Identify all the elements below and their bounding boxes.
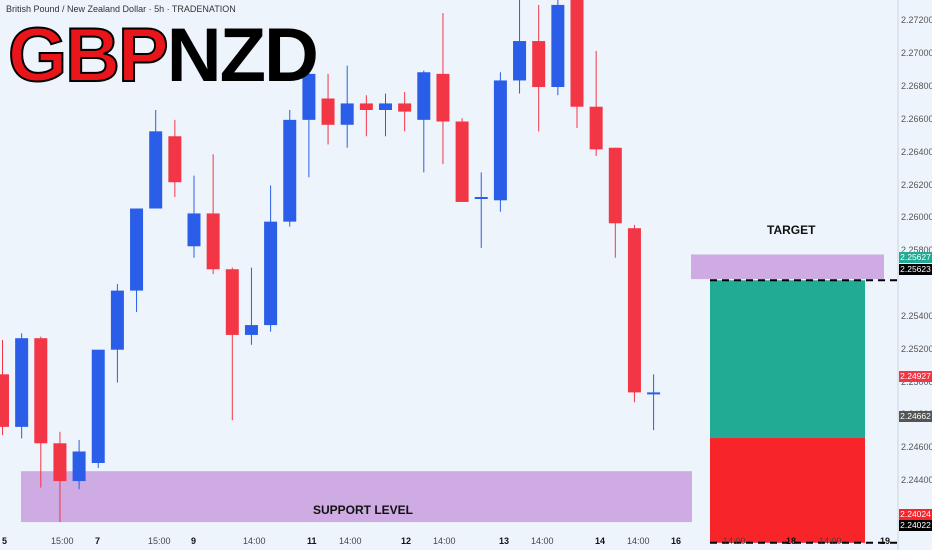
price-badge-entry: 2.24662 bbox=[899, 411, 932, 422]
time-tick-label: 14:00 bbox=[531, 536, 554, 546]
price-badge-target: 2.25627 bbox=[899, 252, 932, 263]
price-tick-label: 2.24600 bbox=[901, 442, 932, 453]
candle-body bbox=[551, 4, 565, 88]
candle-body bbox=[493, 80, 507, 201]
candle-body bbox=[130, 208, 144, 291]
time-tick-label: 14 bbox=[595, 536, 606, 546]
time-tick-label: 7 bbox=[95, 536, 101, 546]
candle-body bbox=[474, 197, 488, 200]
candle-body bbox=[53, 443, 67, 482]
time-tick-label: 19 bbox=[880, 536, 891, 546]
time-tick-label: 14:00 bbox=[243, 536, 266, 546]
price-tick-label: 2.26600 bbox=[901, 113, 932, 124]
time-tick-label: 13 bbox=[499, 536, 510, 546]
chart-symbol-title: British Pound / New Zealand Dollar · 5h … bbox=[6, 4, 236, 14]
candle-body bbox=[302, 73, 316, 120]
price-tick-label: 2.24400 bbox=[901, 475, 932, 486]
candle-body bbox=[321, 98, 335, 125]
candle-body bbox=[15, 338, 29, 427]
price-tick-label: 2.25400 bbox=[901, 310, 932, 321]
candle-body bbox=[513, 41, 527, 81]
price-tick-label: 2.27200 bbox=[901, 15, 932, 26]
candle-body bbox=[398, 103, 412, 112]
time-tick-label: 11 bbox=[307, 536, 317, 546]
candle-body bbox=[359, 103, 373, 110]
price-tick-label: 2.27000 bbox=[901, 48, 932, 59]
price-badge-stop-alt: 2.24022 bbox=[899, 520, 932, 531]
candle-body bbox=[225, 269, 239, 335]
candle-body bbox=[187, 213, 201, 247]
candle-body bbox=[206, 213, 220, 270]
time-tick-label: 16 bbox=[671, 536, 682, 546]
support-level-label: SUPPORT LEVEL bbox=[313, 503, 414, 517]
price-badge-take-profit: 2.25623 bbox=[899, 264, 932, 275]
candle-body bbox=[608, 147, 622, 224]
pair-logo: GBPNZD bbox=[7, 13, 319, 98]
price-tick-label: 2.26200 bbox=[901, 179, 932, 190]
time-tick-label: 14:00 bbox=[723, 536, 746, 546]
time-tick-label: 14:00 bbox=[339, 536, 362, 546]
price-badge-stop: 2.24024 bbox=[899, 509, 932, 520]
price-tick-label: 2.26800 bbox=[901, 81, 932, 91]
candle-body bbox=[149, 131, 163, 209]
target-label: TARGET bbox=[767, 223, 816, 237]
time-tick-label: 15:00 bbox=[51, 536, 74, 546]
time-tick-label: 14:00 bbox=[627, 536, 650, 546]
candle-body bbox=[570, 0, 584, 107]
candle-body bbox=[417, 72, 431, 120]
time-tick-label: 14:00 bbox=[819, 536, 842, 546]
time-tick-label: 14:00 bbox=[433, 536, 456, 546]
support-zone bbox=[21, 471, 692, 523]
candle-body bbox=[379, 103, 392, 110]
candle-body bbox=[0, 374, 9, 427]
price-tick-label: 2.25800 bbox=[901, 245, 932, 256]
target-zone bbox=[691, 254, 884, 280]
candle-body bbox=[436, 73, 450, 122]
price-tick-label: 2.26000 bbox=[901, 212, 932, 223]
candle-body bbox=[110, 290, 124, 350]
candle-body bbox=[283, 119, 297, 222]
candle-body bbox=[627, 228, 641, 393]
candle-body bbox=[532, 41, 546, 88]
stop-loss-zone bbox=[710, 438, 865, 543]
time-tick-label: 5 bbox=[2, 536, 8, 546]
candle-body bbox=[244, 325, 258, 335]
logo-quote-currency: NZD bbox=[166, 13, 319, 98]
take-profit-zone bbox=[710, 280, 865, 439]
time-tick-label: 12 bbox=[401, 536, 412, 546]
candle-body bbox=[72, 451, 86, 482]
candle-body bbox=[455, 121, 469, 202]
price-tick-label: 2.26400 bbox=[901, 146, 932, 157]
candle-body bbox=[34, 338, 48, 444]
logo-base-currency: GBP bbox=[7, 13, 170, 98]
price-badge-last: 2.24927 bbox=[899, 371, 932, 382]
candle-body bbox=[264, 221, 278, 326]
candle-body bbox=[589, 106, 603, 150]
time-tick-label: 9 bbox=[191, 536, 197, 546]
price-tick-label: 2.25200 bbox=[901, 343, 932, 354]
candle-body bbox=[168, 136, 182, 183]
time-tick-label: 18 bbox=[786, 536, 797, 546]
candle-body bbox=[647, 392, 661, 395]
time-tick-label: 15:00 bbox=[148, 536, 171, 546]
candle-body bbox=[340, 103, 354, 125]
candle-body bbox=[91, 349, 105, 463]
